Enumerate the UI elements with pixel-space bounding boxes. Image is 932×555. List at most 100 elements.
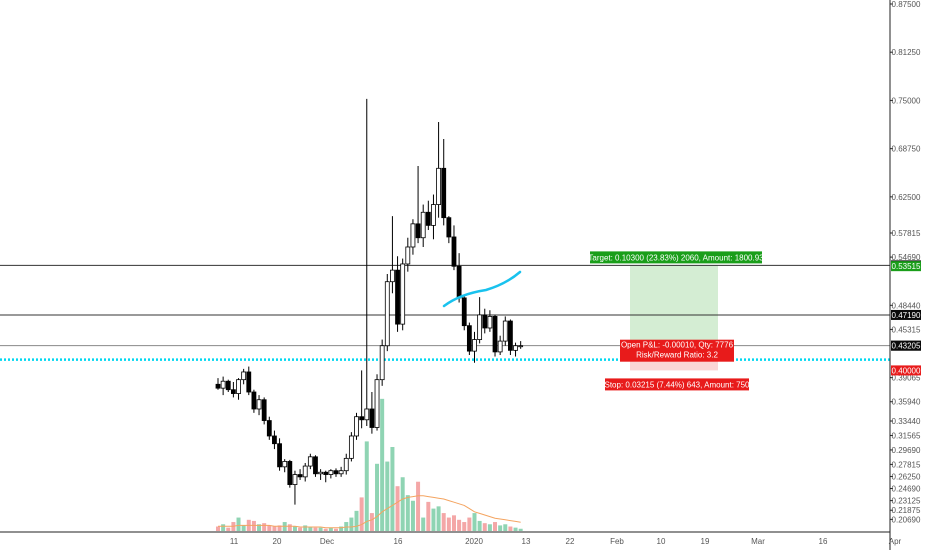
y-tick-label: 0.39065: [892, 374, 921, 383]
volume-bar: [323, 528, 328, 531]
candle-body[interactable]: [441, 167, 447, 219]
candle-body[interactable]: [318, 471, 324, 475]
volume-bar: [333, 528, 338, 531]
candle-body[interactable]: [261, 399, 267, 421]
candle-body[interactable]: [518, 345, 524, 348]
candle-body[interactable]: [230, 389, 236, 394]
candle-body[interactable]: [487, 316, 493, 329]
candle-body[interactable]: [287, 461, 293, 485]
candle-body[interactable]: [405, 246, 411, 265]
candle-body[interactable]: [513, 345, 518, 351]
candle-body[interactable]: [323, 471, 329, 475]
candle-body[interactable]: [436, 167, 441, 205]
candle-body[interactable]: [374, 379, 380, 428]
candle-body[interactable]: [410, 223, 416, 248]
volume-bar: [390, 447, 395, 531]
candle-body[interactable]: [456, 265, 462, 299]
candle-body[interactable]: [461, 297, 467, 327]
volume-bar: [339, 526, 344, 531]
candle-body[interactable]: [482, 314, 488, 329]
price-badge-label: 0.40000: [892, 366, 921, 375]
volume-bar: [262, 523, 267, 531]
drawn-curve[interactable]: [442, 270, 522, 308]
candle-body[interactable]: [425, 211, 431, 226]
volume-bar: [436, 506, 441, 531]
candle-body[interactable]: [333, 470, 339, 475]
volume-bar: [267, 525, 272, 531]
candle-body[interactable]: [354, 416, 359, 437]
candle-body[interactable]: [307, 456, 313, 467]
y-tick-label: 0.24690: [892, 485, 921, 494]
volume-bar: [498, 525, 503, 531]
candle-body[interactable]: [282, 461, 288, 468]
price-badge: [891, 340, 921, 351]
y-tick-label: 0.27815: [892, 460, 921, 469]
candle-body[interactable]: [492, 316, 498, 353]
x-tick-label: Feb: [610, 537, 624, 546]
candle-body[interactable]: [390, 269, 395, 283]
candle-body[interactable]: [502, 320, 508, 342]
open-pl-box[interactable]: [620, 339, 734, 362]
candle-body[interactable]: [251, 391, 257, 410]
candle-body[interactable]: [236, 379, 241, 394]
candle-body[interactable]: [215, 383, 221, 389]
candle-body[interactable]: [508, 320, 513, 351]
candle-body[interactable]: [364, 408, 370, 421]
candle-body[interactable]: [415, 223, 421, 239]
volume-bar: [298, 527, 303, 531]
candle-body[interactable]: [272, 435, 277, 445]
candle-body[interactable]: [297, 474, 303, 478]
candle-body[interactable]: [220, 380, 226, 389]
candle-body[interactable]: [451, 236, 457, 267]
volume-bar: [364, 441, 369, 531]
candle-body[interactable]: [246, 371, 252, 393]
candle-body[interactable]: [431, 204, 436, 226]
candle-body[interactable]: [225, 380, 231, 391]
candle-body[interactable]: [446, 217, 452, 238]
candle-body[interactable]: [343, 457, 349, 472]
candle-body[interactable]: [277, 443, 282, 468]
candle-body[interactable]: [359, 416, 365, 421]
volume-bar: [416, 481, 421, 531]
x-tick-label: 20: [273, 537, 282, 546]
candle-body[interactable]: [497, 340, 503, 353]
candle-body[interactable]: [302, 465, 308, 478]
y-tick-label: 0.35940: [892, 398, 921, 407]
candle-body[interactable]: [256, 399, 262, 410]
candle-body[interactable]: [384, 281, 390, 347]
candle-body[interactable]: [266, 420, 272, 437]
candle-body[interactable]: [292, 474, 298, 485]
candle-body[interactable]: [400, 263, 406, 325]
candle-body[interactable]: [379, 345, 385, 381]
price-badge-label: 0.53515: [892, 262, 921, 271]
candle-body[interactable]: [472, 339, 477, 352]
stop-label-box[interactable]: [605, 378, 749, 391]
candle-body[interactable]: [241, 371, 247, 381]
volume-ma-line: [218, 495, 521, 529]
candle-body[interactable]: [477, 314, 483, 340]
x-tick-label: 10: [657, 537, 666, 546]
y-tick-label: 0.87500: [892, 0, 921, 9]
candle-body[interactable]: [369, 408, 375, 428]
volume-bar: [375, 463, 380, 531]
candle-body[interactable]: [466, 325, 472, 352]
volume-bar: [518, 528, 523, 531]
candle-body[interactable]: [313, 456, 318, 475]
y-tick-label: 0.57815: [892, 229, 921, 238]
target-label-box[interactable]: [590, 251, 762, 264]
y-tick-label: 0.29690: [892, 446, 921, 455]
candle-body[interactable]: [395, 269, 400, 325]
target-label: Target: 0.10300 (23.83%) 2060, Amount: 1…: [588, 253, 764, 262]
volume-bar: [328, 527, 333, 531]
x-tick-label: 19: [701, 537, 710, 546]
candle-body[interactable]: [348, 435, 354, 459]
y-tick-label: 0.33440: [892, 417, 921, 426]
candle-body[interactable]: [338, 470, 344, 475]
volume-bar: [472, 513, 477, 531]
candle-body[interactable]: [328, 470, 334, 475]
profit-zone: [630, 265, 718, 346]
candle-body[interactable]: [420, 211, 426, 239]
x-tick-label: Dec: [320, 537, 334, 546]
